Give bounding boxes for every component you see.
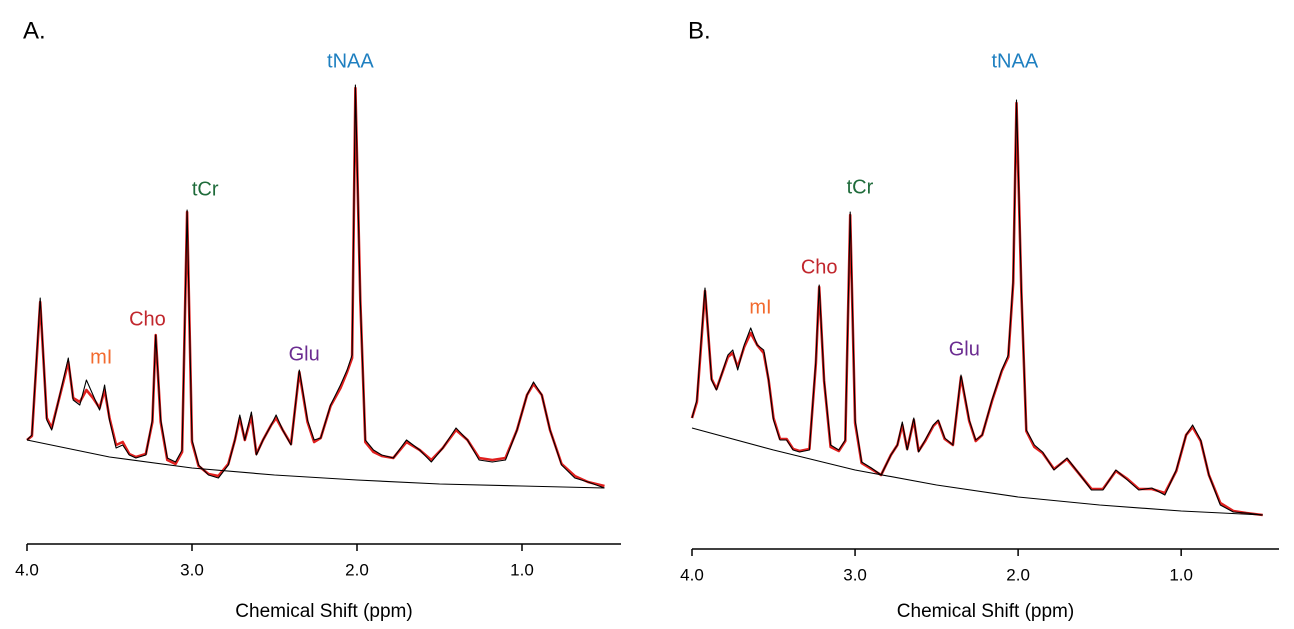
x-tick-label: 4.0 (680, 565, 704, 584)
panel-label: A. (23, 17, 46, 44)
fit-line (690, 101, 1263, 517)
baseline (26, 439, 605, 489)
panel-label: B. (688, 17, 711, 44)
peak-label: tNAA (992, 50, 1039, 72)
peak-label: Glu (949, 338, 980, 360)
peak-label: Cho (801, 256, 838, 278)
peak-label: mI (90, 346, 112, 368)
x-tick-label: 4.0 (15, 560, 39, 579)
peak-label: tNAA (327, 50, 374, 72)
x-tick-label: 2.0 (345, 560, 369, 579)
peak-label: tCr (847, 176, 874, 198)
x-tick-label: 2.0 (1006, 565, 1030, 584)
peak-label: mI (749, 296, 771, 318)
peak-label: Cho (129, 308, 166, 330)
x-axis-label: Chemical Shift (ppm) (897, 601, 1074, 622)
baseline (691, 427, 1263, 516)
x-tick-label: 3.0 (180, 560, 204, 579)
spectrum-line (26, 84, 605, 489)
peak-label: Glu (289, 343, 320, 365)
x-tick-label: 1.0 (1169, 565, 1193, 584)
x-tick-label: 1.0 (510, 560, 534, 579)
spectrum-line (691, 99, 1263, 516)
x-axis-label: Chemical Shift (ppm) (235, 601, 412, 622)
x-tick-label: 3.0 (843, 565, 867, 584)
peak-label: tCr (192, 178, 219, 200)
